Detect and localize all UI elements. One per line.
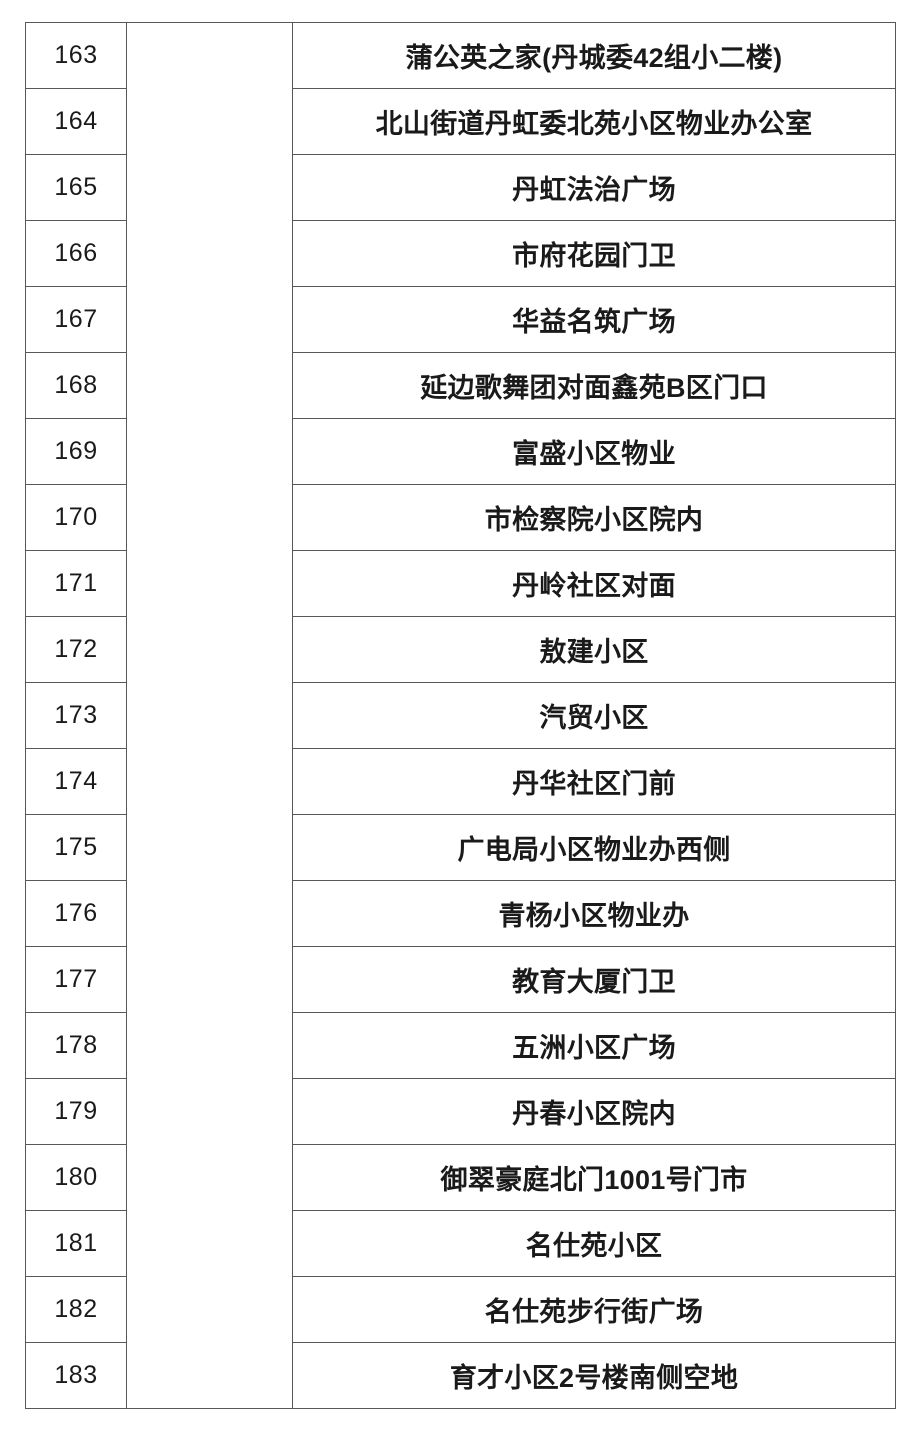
location-name-cell: 育才小区2号楼南侧空地 bbox=[292, 1342, 896, 1409]
location-name-cell: 五洲小区广场 bbox=[292, 1012, 896, 1079]
table-row: 176 青杨小区物业办 bbox=[25, 880, 896, 947]
row-index-cell: 180 bbox=[25, 1144, 127, 1211]
row-index-cell: 167 bbox=[25, 286, 127, 353]
row-index-cell: 168 bbox=[25, 352, 127, 419]
table-body: 163 蒲公英之家(丹城委42组小二楼) 164 北山街道丹虹委北苑小区物业办公室 16… bbox=[25, 22, 896, 1409]
location-name-cell: 华益名筑广场 bbox=[292, 286, 896, 353]
location-name-cell: 丹虹法治广场 bbox=[292, 154, 896, 221]
location-name-cell: 汽贸小区 bbox=[292, 682, 896, 749]
table-row: 182 名仕苑步行街广场 bbox=[25, 1276, 896, 1343]
location-name-cell: 教育大厦门卫 bbox=[292, 946, 896, 1013]
table-row: 172 敖建小区 bbox=[25, 616, 896, 683]
location-name-cell: 丹华社区门前 bbox=[292, 748, 896, 815]
table-row: 168 延边歌舞团对面鑫苑B区门口 bbox=[25, 352, 896, 419]
location-name-cell: 市府花园门卫 bbox=[292, 220, 896, 287]
table-row: 167 华益名筑广场 bbox=[25, 286, 896, 353]
location-name-cell: 蒲公英之家(丹城委42组小二楼) bbox=[292, 22, 896, 89]
location-list-table: 163 蒲公英之家(丹城委42组小二楼) 164 北山街道丹虹委北苑小区物业办公室 16… bbox=[25, 22, 896, 1409]
row-index-cell: 183 bbox=[25, 1342, 127, 1409]
table-row: 175 广电局小区物业办西侧 bbox=[25, 814, 896, 881]
row-index-cell: 169 bbox=[25, 418, 127, 485]
table-row: 173 汽贸小区 bbox=[25, 682, 896, 749]
row-index-cell: 179 bbox=[25, 1078, 127, 1145]
row-index-cell: 163 bbox=[25, 22, 127, 89]
location-name-cell: 御翠豪庭北门1001号门市 bbox=[292, 1144, 896, 1211]
row-index-cell: 181 bbox=[25, 1210, 127, 1277]
location-name-cell: 市检察院小区院内 bbox=[292, 484, 896, 551]
row-index-cell: 166 bbox=[25, 220, 127, 287]
merged-blank-cell bbox=[126, 22, 293, 1409]
location-name-cell: 延边歌舞团对面鑫苑B区门口 bbox=[292, 352, 896, 419]
table-row: 169 富盛小区物业 bbox=[25, 418, 896, 485]
location-name-cell: 青杨小区物业办 bbox=[292, 880, 896, 947]
row-index-cell: 182 bbox=[25, 1276, 127, 1343]
location-name-cell: 敖建小区 bbox=[292, 616, 896, 683]
location-name-cell: 名仕苑小区 bbox=[292, 1210, 896, 1277]
location-name-cell: 广电局小区物业办西侧 bbox=[292, 814, 896, 881]
row-index-cell: 176 bbox=[25, 880, 127, 947]
row-index-cell: 178 bbox=[25, 1012, 127, 1079]
row-index-cell: 175 bbox=[25, 814, 127, 881]
row-index-cell: 164 bbox=[25, 88, 127, 155]
row-index-cell: 170 bbox=[25, 484, 127, 551]
table-row: 178 五洲小区广场 bbox=[25, 1012, 896, 1079]
table-row: 166 市府花园门卫 bbox=[25, 220, 896, 287]
location-name-cell: 富盛小区物业 bbox=[292, 418, 896, 485]
table-row: 165 丹虹法治广场 bbox=[25, 154, 896, 221]
row-index-cell: 174 bbox=[25, 748, 127, 815]
location-name-cell: 丹春小区院内 bbox=[292, 1078, 896, 1145]
row-index-cell: 165 bbox=[25, 154, 127, 221]
table-row: 170 市检察院小区院内 bbox=[25, 484, 896, 551]
row-index-cell: 171 bbox=[25, 550, 127, 617]
location-name-cell: 名仕苑步行街广场 bbox=[292, 1276, 896, 1343]
table-row: 164 北山街道丹虹委北苑小区物业办公室 bbox=[25, 88, 896, 155]
table-row: 174 丹华社区门前 bbox=[25, 748, 896, 815]
table-row: 183 育才小区2号楼南侧空地 bbox=[25, 1342, 896, 1409]
table-row: 180 御翠豪庭北门1001号门市 bbox=[25, 1144, 896, 1211]
row-index-cell: 172 bbox=[25, 616, 127, 683]
row-index-cell: 173 bbox=[25, 682, 127, 749]
table-row: 179 丹春小区院内 bbox=[25, 1078, 896, 1145]
location-name-cell: 丹岭社区对面 bbox=[292, 550, 896, 617]
table-row: 163 蒲公英之家(丹城委42组小二楼) bbox=[25, 22, 896, 1409]
table-row: 177 教育大厦门卫 bbox=[25, 946, 896, 1013]
row-index-cell: 177 bbox=[25, 946, 127, 1013]
location-name-cell: 北山街道丹虹委北苑小区物业办公室 bbox=[292, 88, 896, 155]
